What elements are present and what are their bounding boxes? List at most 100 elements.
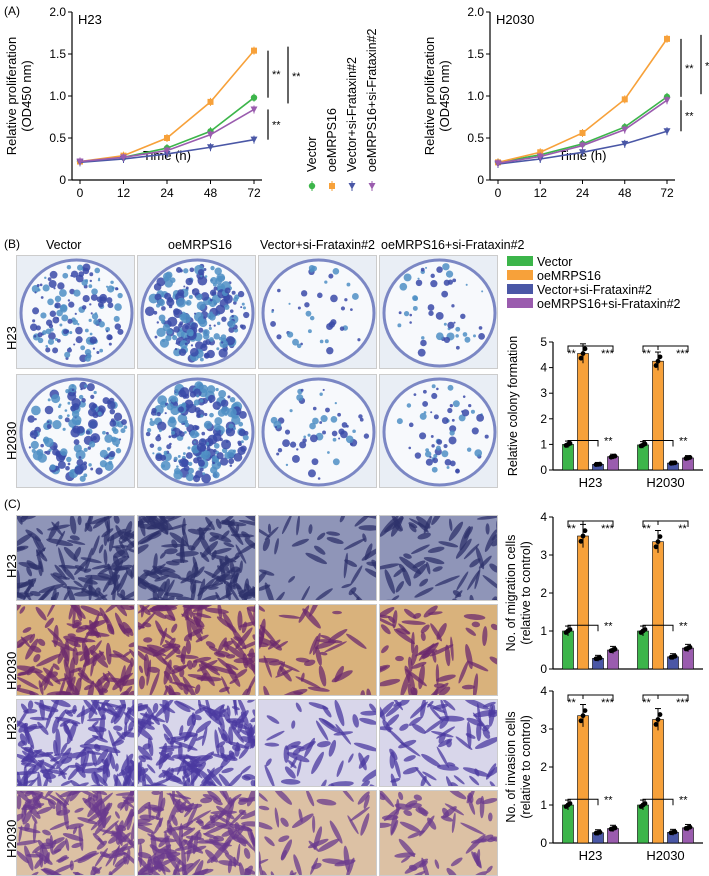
y-tick-label: 4 [540,361,547,375]
colony [87,419,98,430]
colony [215,387,219,392]
colony [190,344,194,347]
cell [17,684,22,692]
cell [259,851,261,869]
colony [149,420,155,427]
cell [259,821,273,830]
cell [458,660,469,684]
cell [363,794,370,809]
cell [45,710,52,729]
cell [220,752,235,768]
x-tick-label: 12 [117,186,131,200]
bar [637,630,649,670]
cell [64,676,76,695]
colony [44,405,54,415]
replicate-dot [642,627,648,632]
micrograph-graphic [259,516,376,600]
colony [341,422,348,428]
cell [26,791,51,801]
colony [172,334,175,337]
y-axis-label: (relative to control) [519,715,533,819]
cell [218,714,225,732]
colony [430,435,434,438]
cell [410,701,428,719]
cell [442,807,450,817]
replicate-dot [567,801,573,806]
transwell-micrograph [258,699,377,787]
cell [176,756,186,776]
colony [114,287,119,291]
cell [116,570,128,594]
cell [203,832,219,840]
colony [29,430,39,439]
colony [98,321,105,328]
replicate-dot [582,708,588,714]
colony [238,421,244,427]
cell [75,651,84,656]
colony [337,412,341,417]
cell [162,723,174,739]
sig-label: ** [685,63,694,75]
cell [83,735,99,746]
colony [160,460,171,471]
cell [238,862,246,875]
colony [237,290,245,298]
colony [45,450,51,455]
colony [82,294,90,303]
colony [350,308,353,311]
replicate-dot [612,646,618,652]
cell [394,852,416,858]
cell [101,759,110,767]
colony [447,321,455,329]
legend-label: oeMRPS16+si-Frataxin#2 [537,297,681,311]
cell [438,686,451,695]
cell [422,642,439,660]
legend-swatch [507,270,533,280]
colony [240,445,247,452]
cell [56,856,70,862]
cell [20,516,37,520]
cell [332,610,342,615]
colony [212,432,222,442]
cell [174,845,196,851]
cell [380,791,395,808]
cell [181,865,189,875]
replicate-dot [612,453,618,459]
colony [452,400,460,408]
cell [252,586,255,598]
cell [288,576,296,583]
cell [225,654,236,659]
colony-plate-grid [16,255,498,488]
cell [204,709,223,726]
y-axis-label: (OD450 nm) [437,60,452,132]
sig-label: ** [604,436,613,448]
transwell-micrograph [16,515,135,601]
cell [166,854,177,862]
cell [195,720,212,734]
cell [42,829,51,836]
micrograph-graphic [138,791,255,875]
cell [234,668,248,679]
sig-label: ** [604,620,613,632]
cell [129,759,134,769]
cell [113,704,127,725]
legend-panel-a: Vector oeMRPS16 Vector+si-Frataxin#2 oeMRPS… [305,28,379,191]
cell [53,848,62,853]
cell [74,677,82,695]
colony [93,390,97,395]
colony [154,405,164,415]
colony [33,436,37,440]
colony [326,347,334,355]
colony [31,285,40,293]
cell [474,768,480,777]
colony [99,293,108,302]
colony [200,414,204,418]
colony [144,306,155,317]
colony [167,418,177,428]
bar [652,541,664,670]
cell [138,544,149,557]
cell [238,519,255,527]
cell [111,545,129,549]
cell [223,709,231,724]
data-point [251,47,257,54]
